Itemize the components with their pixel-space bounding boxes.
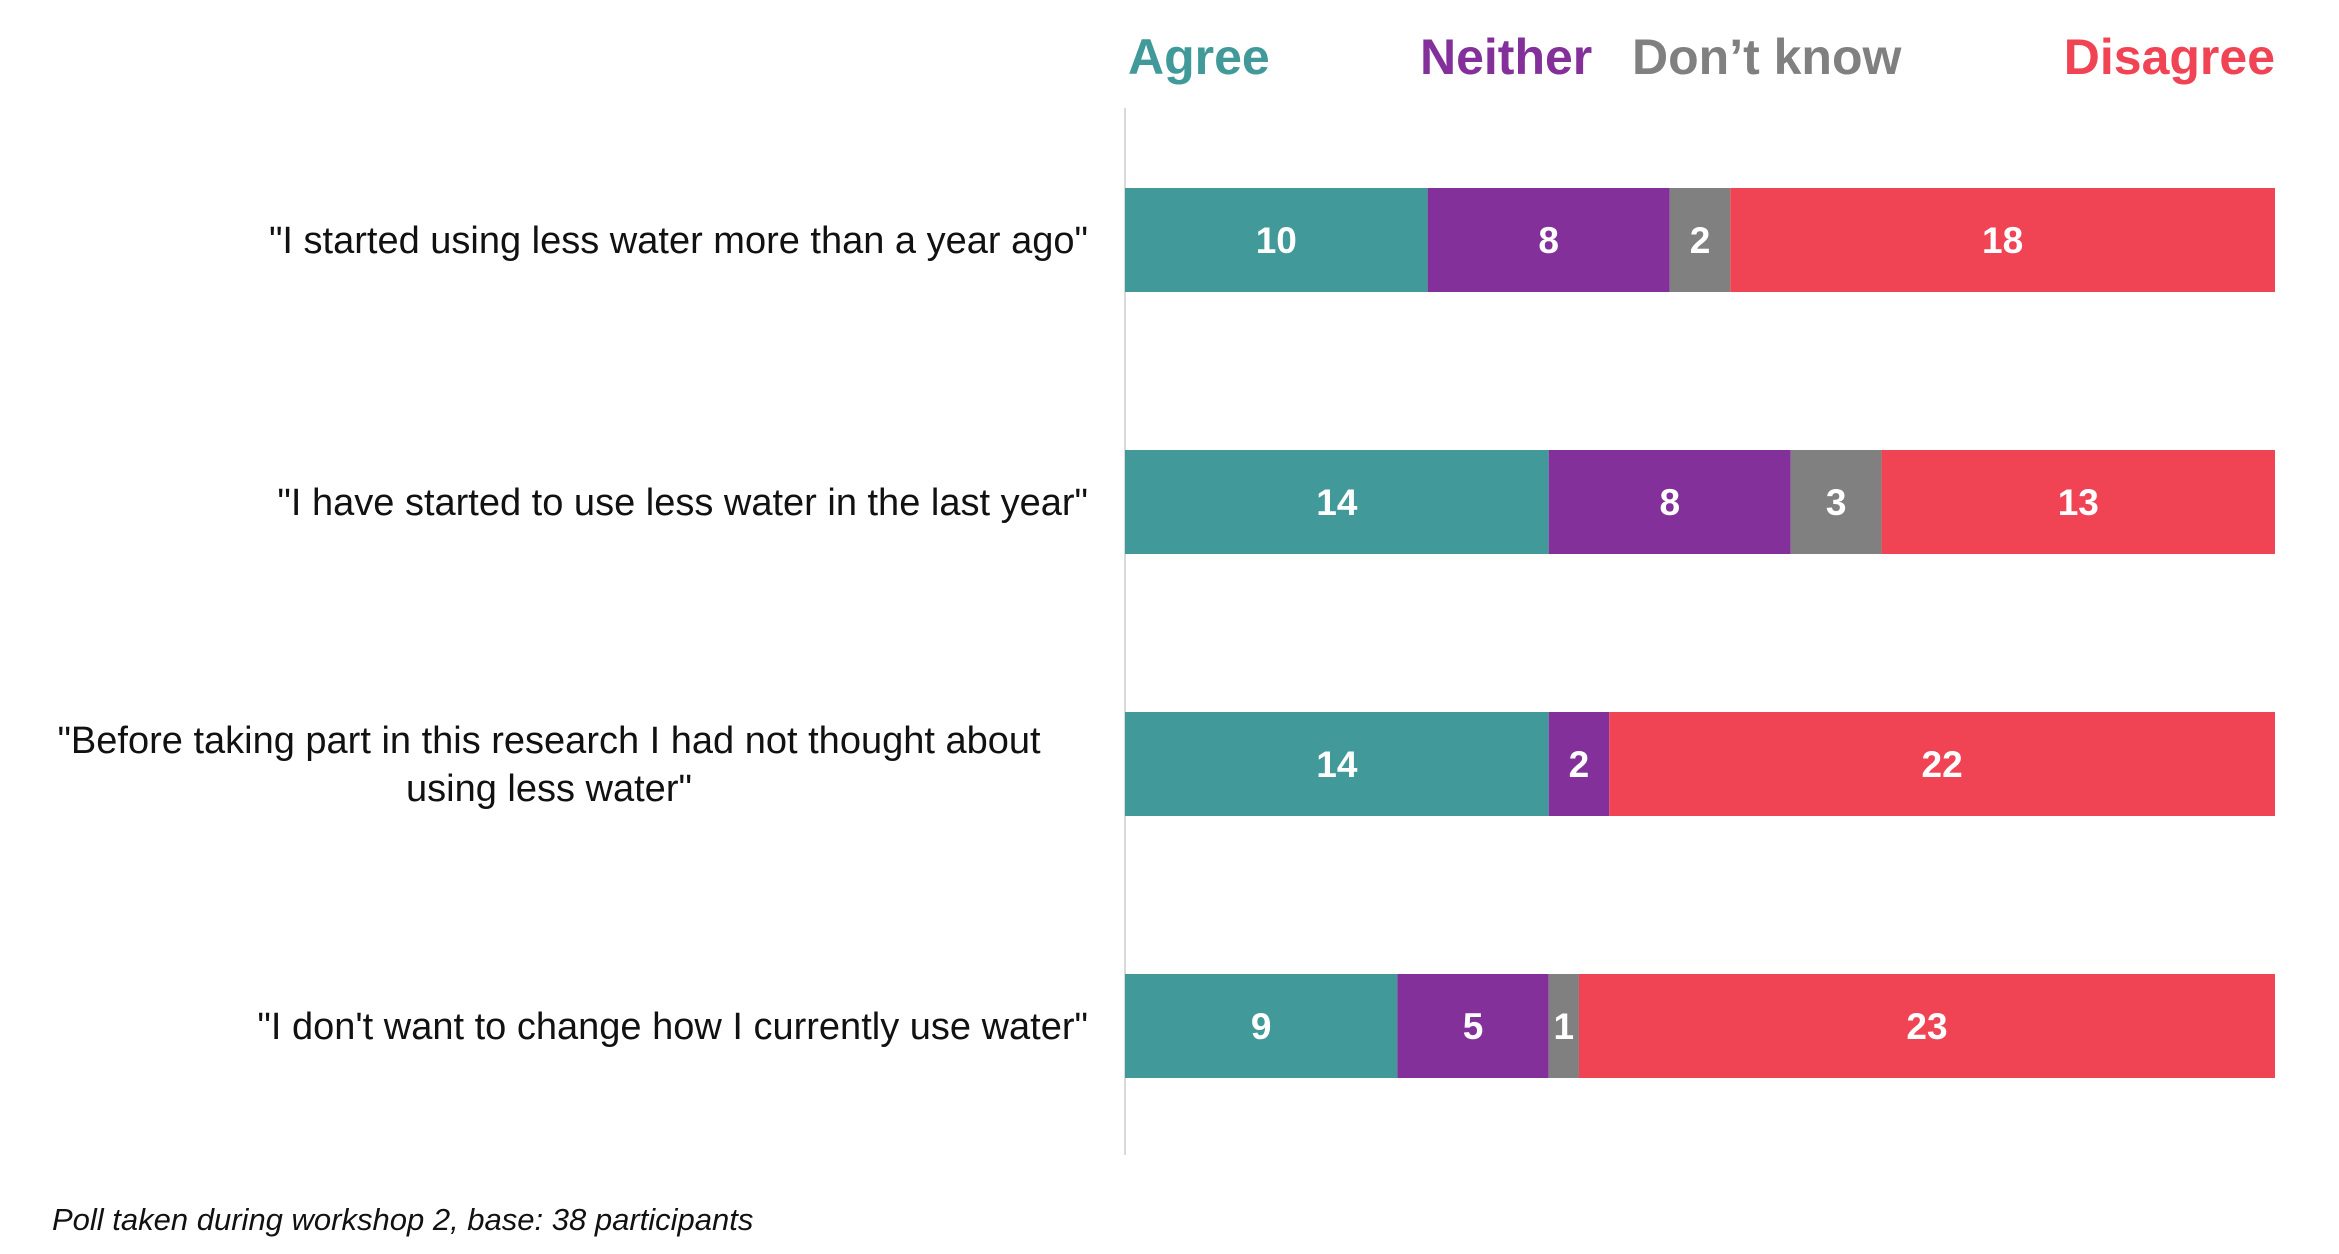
- category-labels: "I started using less water more than a …: [57, 220, 1088, 1048]
- bar-segment-neither: [1427, 188, 1670, 292]
- category-label-line: using less water": [406, 768, 692, 810]
- data-label-disagree: 22: [1922, 744, 1963, 785]
- data-label-neither: 8: [1538, 220, 1559, 261]
- legend-item-neither: Neither: [1420, 29, 1592, 85]
- category-label: "Before taking part in this research I h…: [57, 720, 1041, 810]
- data-label-neither: 8: [1659, 482, 1680, 523]
- bar-segment-don-t-know: [1669, 188, 1731, 292]
- data-label-agree: 14: [1316, 744, 1358, 785]
- bar-segment-agree: [1125, 712, 1549, 816]
- data-label-agree: 14: [1316, 482, 1358, 523]
- data-label-don-t-know: 1: [1554, 1006, 1575, 1047]
- data-label-disagree: 13: [2058, 482, 2099, 523]
- data-label-disagree: 18: [1982, 220, 2023, 261]
- data-label-agree: 10: [1256, 220, 1297, 261]
- legend: Agree Neither Don’t know Disagree: [1128, 29, 2275, 85]
- bar-segment-neither: [1548, 712, 1610, 816]
- data-label-don-t-know: 3: [1826, 482, 1847, 523]
- data-label-neither: 5: [1463, 1006, 1484, 1047]
- bar-segment-neither: [1548, 450, 1791, 554]
- bar-segment-don-t-know: [1548, 974, 1579, 1078]
- bar-segment-disagree: [1881, 450, 2275, 554]
- data-label-neither: 2: [1569, 744, 1590, 785]
- legend-item-disagree: Disagree: [2064, 29, 2275, 85]
- bar-segment-don-t-know: [1790, 450, 1882, 554]
- bar-segment-agree: [1125, 188, 1428, 292]
- bar-segment-disagree: [1578, 974, 2275, 1078]
- legend-item-don-t-know: Don’t know: [1632, 29, 1902, 85]
- category-label: "I don't want to change how I currently …: [257, 1006, 1088, 1048]
- data-label-disagree: 23: [1906, 1006, 1947, 1047]
- data-label-agree: 9: [1251, 1006, 1272, 1047]
- category-label-line: "Before taking part in this research I h…: [57, 720, 1041, 762]
- legend-item-agree: Agree: [1128, 29, 1270, 85]
- data-label-don-t-know: 2: [1690, 220, 1711, 261]
- bars: [1125, 188, 2275, 1078]
- bar-segment-agree: [1125, 450, 1549, 554]
- bar-segment-agree: [1125, 974, 1398, 1078]
- bar-segment-disagree: [1609, 712, 2275, 816]
- bar-segment-disagree: [1730, 188, 2275, 292]
- category-label: "I started using less water more than a …: [269, 220, 1088, 262]
- bar-segment-neither: [1397, 974, 1549, 1078]
- footnote: Poll taken during workshop 2, base: 38 p…: [52, 1202, 754, 1237]
- category-label: "I have started to use less water in the…: [277, 482, 1088, 524]
